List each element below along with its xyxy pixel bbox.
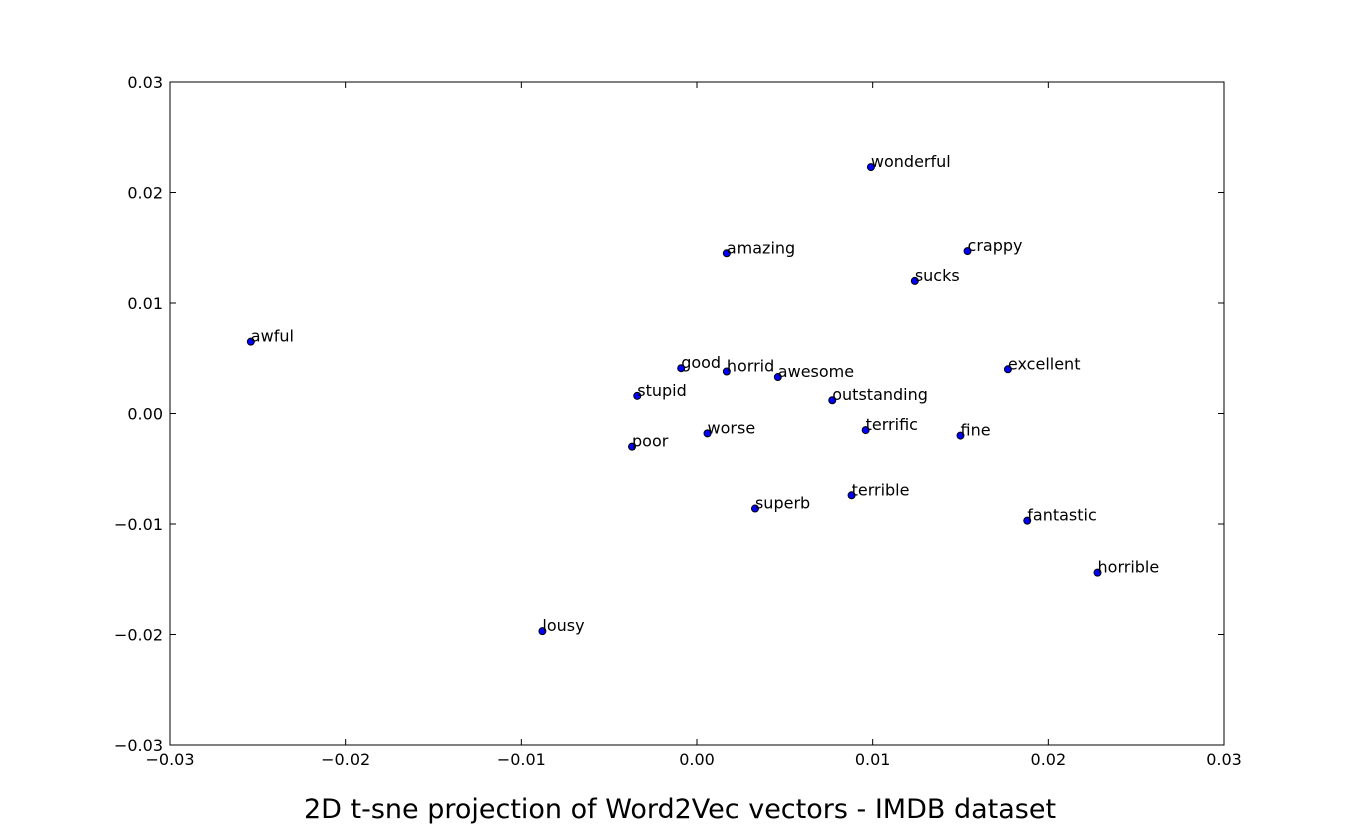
point-worse [703,429,712,438]
point-label-wonderful: wonderful [871,152,951,171]
chart-title: 2D t-sne projection of Word2Vec vectors … [304,794,1056,825]
point-label-excellent: excellent [1008,354,1081,373]
point-label-fine: fine [961,421,991,440]
point-label-awesome: awesome [778,362,854,381]
point-label-worse: worse [708,418,756,437]
point-superb [750,504,759,513]
point-label-crappy: crappy [968,236,1023,255]
x-tick-label: 0.03 [1206,750,1242,769]
point-horrid [722,367,731,376]
point-crappy [963,247,972,256]
point-stupid [633,391,642,400]
x-tick-label: 0.01 [855,750,891,769]
point-label-poor: poor [632,432,669,451]
y-tick-label: −0.02 [114,626,163,645]
point-label-superb: superb [755,494,810,513]
data-points: awful lousy poor stupid good worse amazing horr… [246,152,1160,636]
x-tick-label: −0.03 [145,750,194,769]
point-label-terrible: terrible [852,480,910,499]
point-label-outstanding: outstanding [832,385,928,404]
point-terrible [847,491,856,500]
point-horrible [1093,568,1102,577]
point-label-fantastic: fantastic [1027,506,1097,525]
point-lousy [538,627,547,636]
point-awful [246,337,255,346]
y-tick-label: 0.03 [127,73,163,92]
point-fantastic [1023,516,1032,525]
point-good [677,364,686,373]
point-label-amazing: amazing [727,238,795,257]
point-awesome [773,373,782,382]
point-label-stupid: stupid [637,381,687,400]
point-outstanding [828,396,837,405]
y-tick-label: 0.01 [127,294,163,313]
point-label-horrid: horrid [727,357,774,376]
point-label-lousy: lousy [542,616,584,635]
y-tick-label: 0.00 [127,405,163,424]
point-label-terrific: terrific [866,415,918,434]
plot-area [169,81,1225,746]
x-tick-label: 0.00 [679,750,715,769]
x-tick-label: −0.01 [497,750,546,769]
y-tick-label: 0.02 [127,184,163,203]
point-sucks [910,276,919,285]
point-amazing [722,249,731,258]
point-label-horrible: horrible [1098,558,1160,577]
point-label-good: good [681,353,721,372]
point-excellent [1003,365,1012,374]
point-poor [628,442,637,451]
point-label-sucks: sucks [915,266,960,285]
point-label-awful: awful [251,327,294,346]
point-terrific [861,426,870,435]
axis-ticks: −0.03 −0.02 −0.01 0.00 0.01 0.02 0.03 −0.03 −0.0… [114,73,1242,769]
y-tick-label: −0.01 [114,515,163,534]
point-fine [956,431,965,440]
point-wonderful [866,163,875,172]
x-tick-label: −0.02 [321,750,370,769]
y-tick-label: −0.03 [114,736,163,755]
x-tick-label: 0.02 [1031,750,1067,769]
